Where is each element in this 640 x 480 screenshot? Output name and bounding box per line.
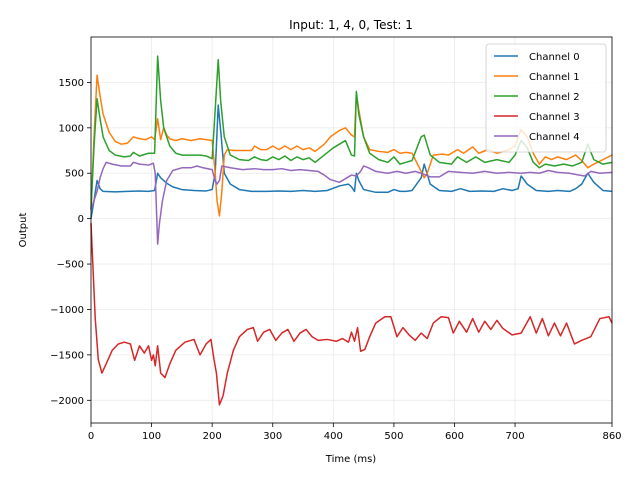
y-tick-label: −1500 <box>50 350 84 361</box>
x-tick-label: 600 <box>445 431 464 442</box>
legend-label: Channel 2 <box>529 92 580 103</box>
legend-label: Channel 0 <box>529 52 580 63</box>
series-line-channel-4 <box>90 161 613 245</box>
y-tick-label: −1000 <box>50 305 84 316</box>
series-line-channel-0 <box>90 104 613 219</box>
legend-label: Channel 1 <box>529 72 580 83</box>
x-tick-label: 700 <box>506 431 525 442</box>
y-tick-label: 500 <box>65 169 84 180</box>
legend: Channel 0 Channel 1 Channel 2 Channel 3 Chan… <box>485 43 607 153</box>
plot-frame <box>90 36 613 424</box>
series-line-channel-2 <box>90 55 613 210</box>
y-tick-label: 0 <box>78 214 84 225</box>
series-line-channel-3 <box>90 223 613 406</box>
legend-box <box>485 43 607 153</box>
x-tick-label: 500 <box>384 431 403 442</box>
x-tick-label: 860 <box>602 431 621 442</box>
y-tick-label: 1500 <box>59 78 84 89</box>
y-tick-label: −2000 <box>50 396 84 407</box>
x-tick-label: 200 <box>203 431 222 442</box>
y-tick-label: −500 <box>57 260 84 271</box>
x-axis-label: Time (ms) <box>325 454 377 465</box>
x-tick-label: 0 <box>88 431 94 442</box>
y-axis-label: Output <box>18 213 29 248</box>
axis-ticks: 0 100 200 300 400 500 600 700 860 −2000 −1500 −1000… <box>50 78 621 442</box>
legend-label: Channel 4 <box>529 132 580 143</box>
x-tick-label: 100 <box>142 431 161 442</box>
x-tick-label: 400 <box>324 431 343 442</box>
x-tick-label: 300 <box>263 431 282 442</box>
legend-label: Channel 3 <box>529 112 580 123</box>
y-tick-label: 1000 <box>59 123 84 134</box>
chart-title: Input: 1, 4, 0, Test: 1 <box>289 18 413 32</box>
